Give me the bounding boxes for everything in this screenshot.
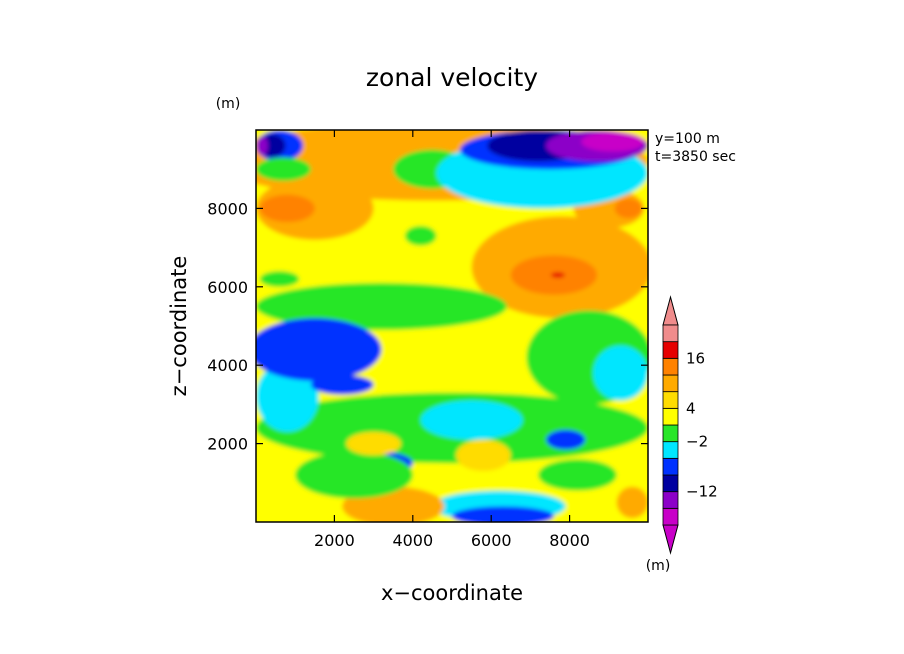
y-tick-label: 8000 (207, 199, 248, 218)
contour-region-blue (310, 375, 374, 395)
annotation-y-position: y=100 m (655, 131, 720, 147)
colorbar-swatch (662, 441, 679, 459)
contour-region-blue (256, 318, 382, 381)
contour-region-darkorange (259, 194, 315, 223)
plot-area (256, 130, 648, 522)
contour-region-blue (546, 429, 586, 450)
contour-region-green (256, 282, 507, 330)
x-tick-label: 8000 (549, 531, 590, 550)
contour-region-gold (455, 439, 511, 472)
contour-region-green (538, 459, 617, 491)
colorbar-swatch (662, 391, 679, 409)
x-tick-label: 6000 (471, 531, 512, 550)
colorbar-unit-label: (m) (646, 558, 671, 574)
annotation-time: t=3850 sec (655, 149, 736, 165)
colorbar-tick-label: 4 (686, 399, 696, 417)
y-axis-ticks: 2000 4000 6000 8000 (207, 199, 648, 454)
colorbar-swatch (662, 507, 679, 526)
contour-region-green (295, 451, 413, 499)
colorbar-swatch (662, 424, 679, 443)
colorbar-swatch (662, 374, 679, 393)
contour-region-purple (256, 135, 268, 156)
contour-region-darkorange (614, 198, 643, 219)
contour-region-green (259, 271, 300, 287)
y-tick-label: 2000 (207, 435, 248, 454)
colorbar-swatch (662, 407, 679, 426)
y-tick-label: 4000 (207, 356, 248, 375)
x-axis-label: x−coordinate (381, 581, 523, 605)
y-tick-label: 6000 (207, 278, 248, 297)
colorbar-bottom-arrow (662, 524, 679, 555)
contour-region-orange (616, 486, 648, 519)
colorbar-tick-label: 16 (686, 349, 705, 367)
colorbar-swatch (662, 474, 679, 493)
contour-region-orange (256, 177, 374, 240)
contour-region-cyan (420, 400, 523, 440)
colorbar-swatch (662, 341, 679, 359)
y-unit-label: (m) (216, 96, 241, 112)
colorbar-tick-label: −2 (686, 433, 708, 451)
contour-region-gold (346, 431, 402, 456)
contour-region-magenta (581, 131, 645, 152)
contour-region-green (256, 157, 311, 181)
y-axis-label: z−coordinate (167, 256, 191, 397)
plot-frame (255, 129, 649, 523)
colorbar-swatch (662, 457, 679, 476)
colorbar-swatch (662, 357, 679, 376)
colorbar-tick-label: −12 (686, 483, 718, 501)
contour-region-green (404, 226, 437, 246)
chart-title: zonal velocity (366, 63, 538, 92)
x-tick-label: 4000 (392, 531, 433, 550)
x-axis-ticks: 2000 4000 6000 8000 (314, 130, 590, 550)
colorbar: 16 4 −2 −12 (662, 295, 718, 555)
contour-regions (256, 130, 648, 522)
colorbar-swatch (662, 491, 679, 509)
colorbar-swatch (662, 324, 679, 343)
contour-region-red (550, 272, 565, 278)
contour-region-blue (452, 506, 554, 522)
contour-region-cyan (593, 345, 648, 401)
x-tick-label: 2000 (314, 531, 355, 550)
colorbar-top-arrow (662, 295, 679, 326)
